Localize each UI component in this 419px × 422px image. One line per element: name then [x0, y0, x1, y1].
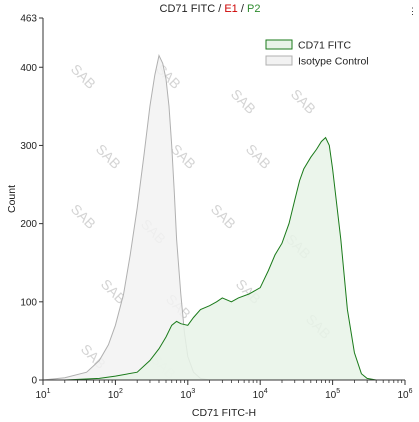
legend-label: Isotype Control: [298, 56, 369, 68]
series-line-0: [64, 136, 377, 381]
axes: [42, 18, 405, 381]
legend: CD71 FITC Isotype Control: [265, 39, 369, 68]
title-part-3: /: [238, 3, 247, 15]
y-tick-label: 400: [20, 63, 37, 74]
x-tick-label: 102: [108, 388, 123, 401]
x-tick-label: 101: [35, 388, 50, 401]
corner-marker-icon: ⋮: [408, 6, 417, 16]
x-tick-label: 106: [397, 388, 412, 401]
x-axis-title: CD71 FITC-H: [192, 407, 256, 419]
watermark-text: SAB: [208, 201, 239, 232]
x-tick-label: 105: [325, 388, 340, 401]
watermark-text: SAB: [228, 86, 259, 117]
y-tick-label: 463: [20, 14, 37, 25]
y-tick-label: 0: [31, 376, 37, 387]
y-tick-label: 300: [20, 141, 37, 152]
y-tick-label: 200: [20, 219, 37, 230]
watermark-text: SAB: [243, 141, 274, 172]
chart-title: CD71 FITC / E1 / P2: [160, 3, 261, 15]
x-ticks: 101 102 103 104 105 106: [35, 380, 413, 401]
title-part-4: P2: [247, 3, 260, 15]
y-axis-title: Count: [6, 185, 18, 213]
series-area-0: [64, 137, 377, 380]
title-part-2: E1: [224, 3, 237, 15]
title-part-1: /: [215, 3, 224, 15]
watermark-text: SAB: [68, 201, 99, 232]
title-part-0: CD71 FITC: [160, 3, 216, 15]
y-ticks: 0 100 200 300 400 463: [20, 14, 43, 387]
watermark-text: SAB: [93, 141, 124, 172]
legend-swatch: [265, 55, 293, 66]
legend-swatch: [265, 39, 293, 50]
x-tick-label: 104: [253, 388, 268, 401]
watermark-text: SAB: [68, 61, 99, 92]
legend-label: CD71 FITC: [298, 40, 352, 52]
series-area-1: [43, 55, 210, 380]
series-layer: [42, 53, 377, 381]
y-tick-label: 100: [20, 297, 37, 308]
x-tick-label: 103: [180, 388, 195, 401]
watermark-text: SAB: [288, 86, 319, 117]
